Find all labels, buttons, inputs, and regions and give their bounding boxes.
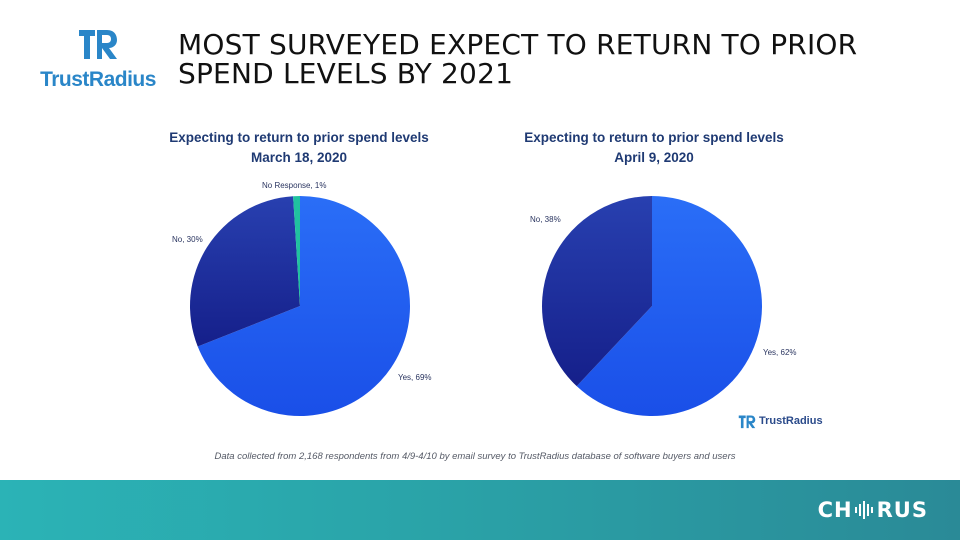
soundwave-icon (854, 501, 873, 519)
chart2-title-block: Expecting to return to prior spend level… (494, 128, 814, 168)
trustradius-small-logo-text: TrustRadius (759, 415, 823, 427)
chart1-label-no-response: No Response, 1% (262, 181, 326, 190)
chorus-logo-part2: RUS (876, 498, 928, 522)
chart2-label-yes: Yes, 62% (763, 348, 797, 357)
chart1-slice-no (190, 196, 300, 347)
chart1-subtitle: March 18, 2020 (250, 150, 348, 165)
chart1-label-no: No, 30% (172, 235, 203, 244)
trustradius-logo-text: TrustRadius (40, 68, 156, 91)
chart2-slice-yes (576, 195, 762, 416)
chorus-logo: CH RUS (818, 498, 928, 522)
chart2-label-no: No, 38% (530, 215, 561, 224)
chart1-title-block: Expecting to return to prior spend level… (139, 128, 459, 168)
slide-title: MOST SURVEYED EXPECT TO RETURN TO PRIOR … (178, 28, 858, 90)
trustradius-mark-icon (79, 30, 117, 59)
chart1-slice-no-response (293, 196, 300, 306)
chorus-logo-part1: CH (817, 498, 853, 522)
chart1-title: Expecting to return to prior spend level… (169, 130, 429, 145)
trustradius-logo: TrustRadius (32, 28, 164, 92)
chart2-subtitle: April 9, 2020 (614, 150, 694, 165)
footer-bar: CH RUS (0, 480, 960, 540)
chart1-label-yes: Yes, 69% (398, 373, 432, 382)
chart1-slice-yes (197, 196, 410, 417)
chart2-slice-no (542, 196, 652, 387)
trustradius-small-mark-icon (738, 415, 756, 429)
chart2-title: Expecting to return to prior spend level… (524, 130, 784, 145)
data-footnote: Data collected from 2,168 respondents fr… (214, 451, 736, 462)
trustradius-small-logo: TrustRadius (737, 414, 823, 432)
